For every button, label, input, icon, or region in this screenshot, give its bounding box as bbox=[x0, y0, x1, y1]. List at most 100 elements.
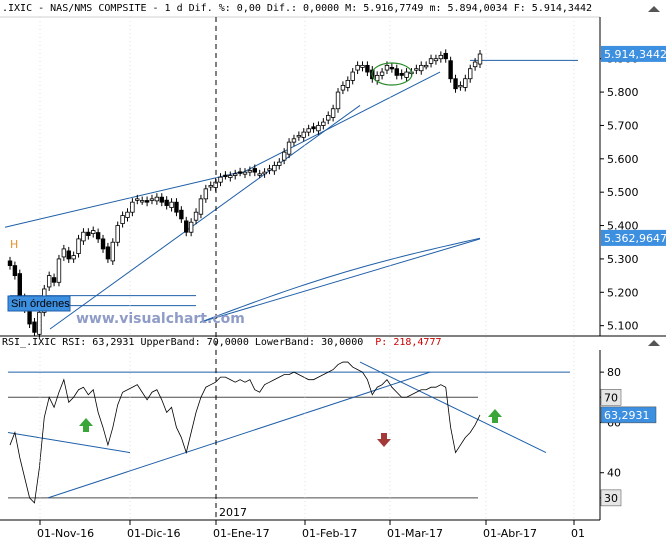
candle bbox=[419, 61, 424, 75]
candle bbox=[448, 56, 453, 83]
year-label: 2017 bbox=[219, 506, 247, 519]
candle bbox=[56, 254, 62, 287]
candle bbox=[37, 308, 42, 339]
candle bbox=[257, 169, 262, 179]
rsi-header-values: RSI_.IXIC RSI: 63,2931 UpperBand: 70,000… bbox=[2, 337, 363, 348]
scroll-up-icon[interactable] bbox=[648, 340, 660, 346]
candle bbox=[247, 166, 253, 177]
candle bbox=[76, 234, 81, 258]
candle bbox=[71, 251, 76, 263]
x-tick-label: 01-Abr-17 bbox=[483, 527, 537, 540]
candle bbox=[350, 68, 355, 85]
candle bbox=[169, 198, 174, 212]
candle bbox=[198, 194, 204, 219]
rsi-value-tag: 30 bbox=[600, 489, 622, 507]
candle bbox=[345, 76, 351, 92]
order-status-label: Sin órdenes bbox=[11, 298, 70, 310]
candle bbox=[237, 167, 243, 177]
candle bbox=[458, 81, 463, 91]
candle bbox=[188, 218, 194, 237]
candle bbox=[286, 138, 292, 159]
candle bbox=[120, 211, 125, 228]
candle bbox=[149, 194, 155, 205]
candle bbox=[81, 228, 86, 245]
x-tick-label: 01 bbox=[571, 527, 585, 540]
candle bbox=[179, 206, 184, 223]
rsi-value-tag-label: 30 bbox=[604, 492, 618, 505]
rsi-trendline bbox=[359, 361, 547, 454]
rsi-header-text: RSI_.IXIC RSI: 63,2931 UpperBand: 70,000… bbox=[2, 337, 442, 348]
price-trendline bbox=[199, 238, 481, 323]
x-tick-label: 01-Mar-17 bbox=[387, 527, 443, 540]
rsi-value-tag: 70 bbox=[600, 389, 622, 406]
candle bbox=[159, 193, 164, 207]
price-panel: .IXIC - NAS/NMS COMPSITE - 1 d Dif. %: 0… bbox=[0, 3, 666, 339]
candle bbox=[233, 169, 238, 180]
candle bbox=[394, 64, 399, 80]
candle bbox=[389, 63, 395, 73]
candle bbox=[174, 198, 179, 217]
candle bbox=[228, 171, 233, 182]
candle bbox=[32, 317, 37, 337]
candle bbox=[100, 234, 106, 253]
candle bbox=[443, 49, 448, 63]
watermark: www.visualchart.com bbox=[76, 311, 245, 327]
candle bbox=[428, 54, 434, 68]
candle bbox=[164, 196, 169, 210]
candle bbox=[477, 50, 483, 69]
candle bbox=[17, 269, 22, 300]
candle bbox=[360, 61, 365, 72]
rsi-value-tag-label: 63,2931 bbox=[604, 409, 650, 422]
candle bbox=[301, 128, 306, 142]
candle bbox=[326, 111, 331, 125]
candle bbox=[306, 124, 311, 137]
rsi-value-tag-label: 70 bbox=[604, 391, 618, 404]
scroll-up-icon[interactable] bbox=[648, 6, 660, 12]
candle bbox=[453, 74, 458, 93]
candle bbox=[144, 196, 150, 207]
rsi-y-tick-label: 80 bbox=[607, 366, 621, 379]
rsi-y-tick-label: 40 bbox=[607, 467, 621, 480]
x-tick-label: 01-Feb-17 bbox=[302, 527, 357, 540]
price-y-tick-label: 5.100 bbox=[607, 320, 639, 333]
candle bbox=[399, 69, 404, 80]
price-value-tag: 5.914,3442 bbox=[601, 45, 666, 62]
price-value-tag-label: 5.914,3442 bbox=[604, 48, 666, 61]
candle bbox=[105, 242, 111, 263]
order-status-box[interactable]: Sin órdenes bbox=[7, 295, 71, 312]
up-arrow-icon bbox=[79, 418, 93, 432]
candle bbox=[404, 68, 409, 82]
candle bbox=[472, 58, 478, 71]
order-status-bg bbox=[7, 295, 71, 312]
x-tick-label: 01-Ene-17 bbox=[213, 527, 270, 540]
rsi-grid bbox=[8, 371, 570, 499]
candle bbox=[125, 208, 130, 222]
candle bbox=[340, 81, 346, 95]
candle bbox=[154, 193, 160, 205]
candle bbox=[46, 271, 52, 291]
candle bbox=[468, 64, 473, 83]
candle bbox=[433, 54, 439, 65]
candle bbox=[86, 228, 91, 240]
candle bbox=[272, 161, 277, 175]
candle bbox=[311, 122, 316, 133]
rsi-y-axis: 8070604030703063,2931 bbox=[600, 366, 657, 507]
candle bbox=[51, 273, 57, 287]
candle bbox=[355, 61, 360, 75]
candle bbox=[335, 88, 341, 113]
candle bbox=[66, 246, 71, 263]
candle bbox=[12, 261, 18, 280]
candle bbox=[184, 216, 189, 237]
price-y-tick-label: 5.400 bbox=[607, 220, 639, 233]
candle bbox=[61, 244, 67, 261]
x-tick-label: 01-Dic-16 bbox=[127, 527, 181, 540]
candle bbox=[242, 168, 248, 179]
candle bbox=[193, 208, 199, 225]
candle bbox=[414, 64, 419, 75]
price-y-tick-label: 5.300 bbox=[607, 253, 639, 266]
candle bbox=[379, 68, 385, 80]
x-axis: 01-Nov-16 01-Dic-16 01-Ene-17 01-Feb-17 01-M… bbox=[37, 17, 585, 540]
rsi-value-tag: 63,2931 bbox=[600, 406, 657, 424]
price-value-tag-label: 5.362,9647 bbox=[604, 232, 666, 245]
candle bbox=[130, 198, 135, 217]
